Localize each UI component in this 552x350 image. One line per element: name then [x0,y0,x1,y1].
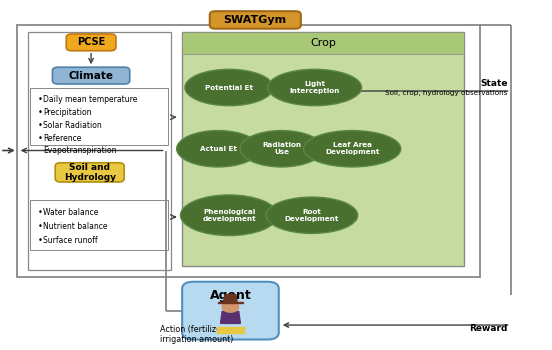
FancyBboxPatch shape [210,11,301,29]
Text: State: State [480,79,508,89]
Ellipse shape [268,69,362,106]
FancyBboxPatch shape [17,25,480,276]
FancyBboxPatch shape [182,32,464,266]
FancyBboxPatch shape [55,163,124,182]
Text: Water balance: Water balance [43,208,98,217]
Text: Actual Et: Actual Et [200,146,236,152]
Text: •: • [38,121,43,130]
Ellipse shape [240,131,323,167]
FancyBboxPatch shape [52,67,130,84]
Text: •: • [38,94,43,104]
Text: Daily mean temperature: Daily mean temperature [43,94,137,104]
Ellipse shape [266,197,358,233]
Text: Potential Et: Potential Et [205,84,253,91]
Text: Surface runoff: Surface runoff [43,236,98,245]
Polygon shape [220,312,241,323]
Text: Reference: Reference [43,134,82,144]
Text: •: • [38,236,43,245]
Text: Light
Interception: Light Interception [289,81,340,94]
Text: Climate: Climate [68,71,114,80]
Text: Agent: Agent [210,288,251,302]
Ellipse shape [185,69,273,106]
Text: •: • [38,108,43,117]
Text: Phenological
development: Phenological development [202,209,256,222]
FancyBboxPatch shape [182,282,279,340]
Text: Leaf Area
Development: Leaf Area Development [325,142,379,155]
Polygon shape [218,302,243,303]
Polygon shape [216,327,244,333]
Text: Soil and
Hydrology: Soil and Hydrology [63,163,116,182]
FancyBboxPatch shape [30,88,168,145]
Text: •: • [38,222,43,231]
Text: Solar Radiation: Solar Radiation [43,121,102,130]
Ellipse shape [177,131,259,167]
Text: Radiation
Use: Radiation Use [262,142,301,155]
Text: •: • [38,208,43,217]
Text: Reward: Reward [469,324,508,333]
Text: •: • [38,134,43,144]
Text: PCSE: PCSE [77,37,105,47]
FancyBboxPatch shape [28,32,171,270]
Text: Soil, crop, hydrology observations: Soil, crop, hydrology observations [385,90,508,96]
FancyBboxPatch shape [66,34,116,51]
Text: Crop: Crop [310,38,336,48]
Text: Action (fertilizer,
irrigation amount): Action (fertilizer, irrigation amount) [160,325,233,344]
Ellipse shape [304,131,401,167]
Text: Precipitation: Precipitation [43,108,92,117]
FancyBboxPatch shape [182,32,464,54]
Circle shape [222,302,238,312]
FancyBboxPatch shape [30,199,168,250]
Text: Nutrient balance: Nutrient balance [43,222,108,231]
Text: SWATGym: SWATGym [224,15,287,25]
Text: Root
Development: Root Development [285,209,339,222]
Text: Evapotranspiration: Evapotranspiration [43,146,116,155]
Ellipse shape [181,195,278,236]
Polygon shape [224,295,237,302]
